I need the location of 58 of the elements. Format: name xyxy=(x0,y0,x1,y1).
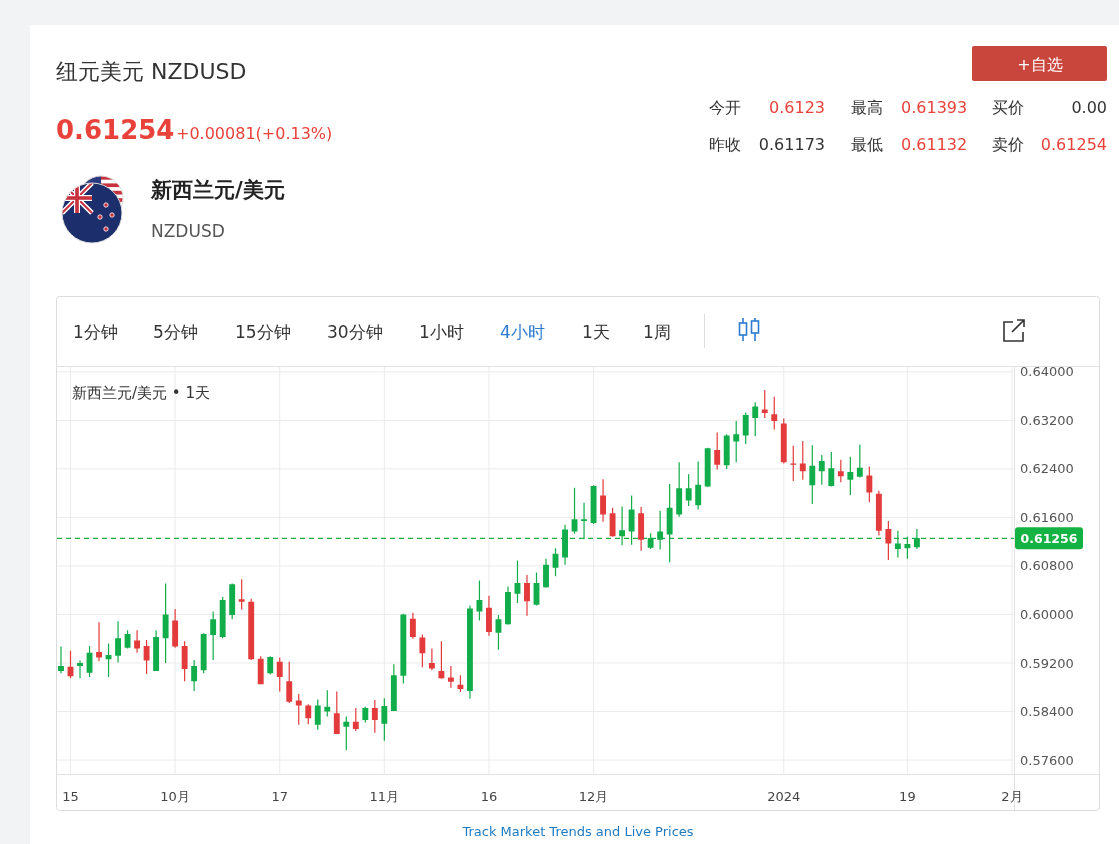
candlestick xyxy=(790,445,797,482)
text: 新西兰元/美元 • 1天 xyxy=(72,384,210,402)
x-tick-label: 17 xyxy=(271,788,288,804)
candlestick xyxy=(600,479,607,522)
candlestick xyxy=(77,660,83,679)
text: 新西兰元/美元 xyxy=(150,178,285,202)
text: 卖价 xyxy=(992,135,1024,154)
text: NZDUSD xyxy=(151,221,225,241)
text: 1小时 xyxy=(419,322,464,342)
y-tick-label: 0.63200 xyxy=(1020,412,1074,428)
candlestick xyxy=(238,579,245,610)
text: 0.61254 xyxy=(1040,135,1107,154)
y-tick-label: 0.61600 xyxy=(1020,509,1074,525)
x-tick-label: 10月 xyxy=(160,788,190,804)
text: 0.61132 xyxy=(901,135,968,154)
ref-line-label: 0.61256 xyxy=(1020,530,1078,546)
candlestick xyxy=(447,666,454,688)
y-tick-label: 0.64000 xyxy=(1020,364,1074,380)
candlestick xyxy=(134,630,141,653)
text: 5分钟 xyxy=(153,322,198,342)
x-tick-label: 19 xyxy=(899,788,916,804)
text: 15分钟 xyxy=(235,322,291,342)
text: 0.61254 xyxy=(56,115,175,145)
x-tick-label: 2月 xyxy=(1001,788,1023,804)
text: 1天 xyxy=(582,322,610,342)
y-tick-label: 0.60800 xyxy=(1020,558,1074,574)
text: Track Market Trends and Live Prices xyxy=(461,824,694,839)
x-tick-label: 15 xyxy=(62,788,79,804)
text: +0.00081(+0.13%) xyxy=(176,124,333,143)
candlestick xyxy=(96,622,102,662)
text: 4小时 xyxy=(500,322,545,342)
y-tick-label: 0.57600 xyxy=(1020,752,1074,768)
text: 30分钟 xyxy=(327,322,383,342)
y-tick-label: 0.58400 xyxy=(1020,704,1074,720)
y-tick-label: 0.62400 xyxy=(1020,461,1074,477)
text: 1周 xyxy=(643,322,671,342)
text: 买价 xyxy=(992,98,1024,117)
text: 昨收 xyxy=(709,135,741,154)
x-tick-label: 11月 xyxy=(369,788,400,804)
candlestick xyxy=(58,646,64,674)
text: 0.61173 xyxy=(758,135,825,154)
candlestick xyxy=(486,595,492,636)
y-tick-label: 0.60000 xyxy=(1020,606,1074,622)
x-tick-label: 16 xyxy=(480,788,498,804)
chart-title: 纽元美元 NZDUSD xyxy=(56,59,247,84)
candlestick xyxy=(115,621,122,663)
x-tick-label: 2024 xyxy=(767,788,801,804)
candlestick xyxy=(524,575,530,616)
y-tick-label: 0.59200 xyxy=(1020,655,1074,671)
text: 0.6123 xyxy=(769,98,825,117)
text: 最低 xyxy=(851,135,883,154)
text: 1分钟 xyxy=(73,322,118,342)
text: +自选 xyxy=(1017,55,1063,74)
text: 最高 xyxy=(851,98,883,117)
text: 0.61393 xyxy=(901,98,968,117)
x-tick-label: 12月 xyxy=(578,788,609,804)
text: 今开 xyxy=(709,98,741,117)
text: 0.00 xyxy=(1071,98,1107,117)
